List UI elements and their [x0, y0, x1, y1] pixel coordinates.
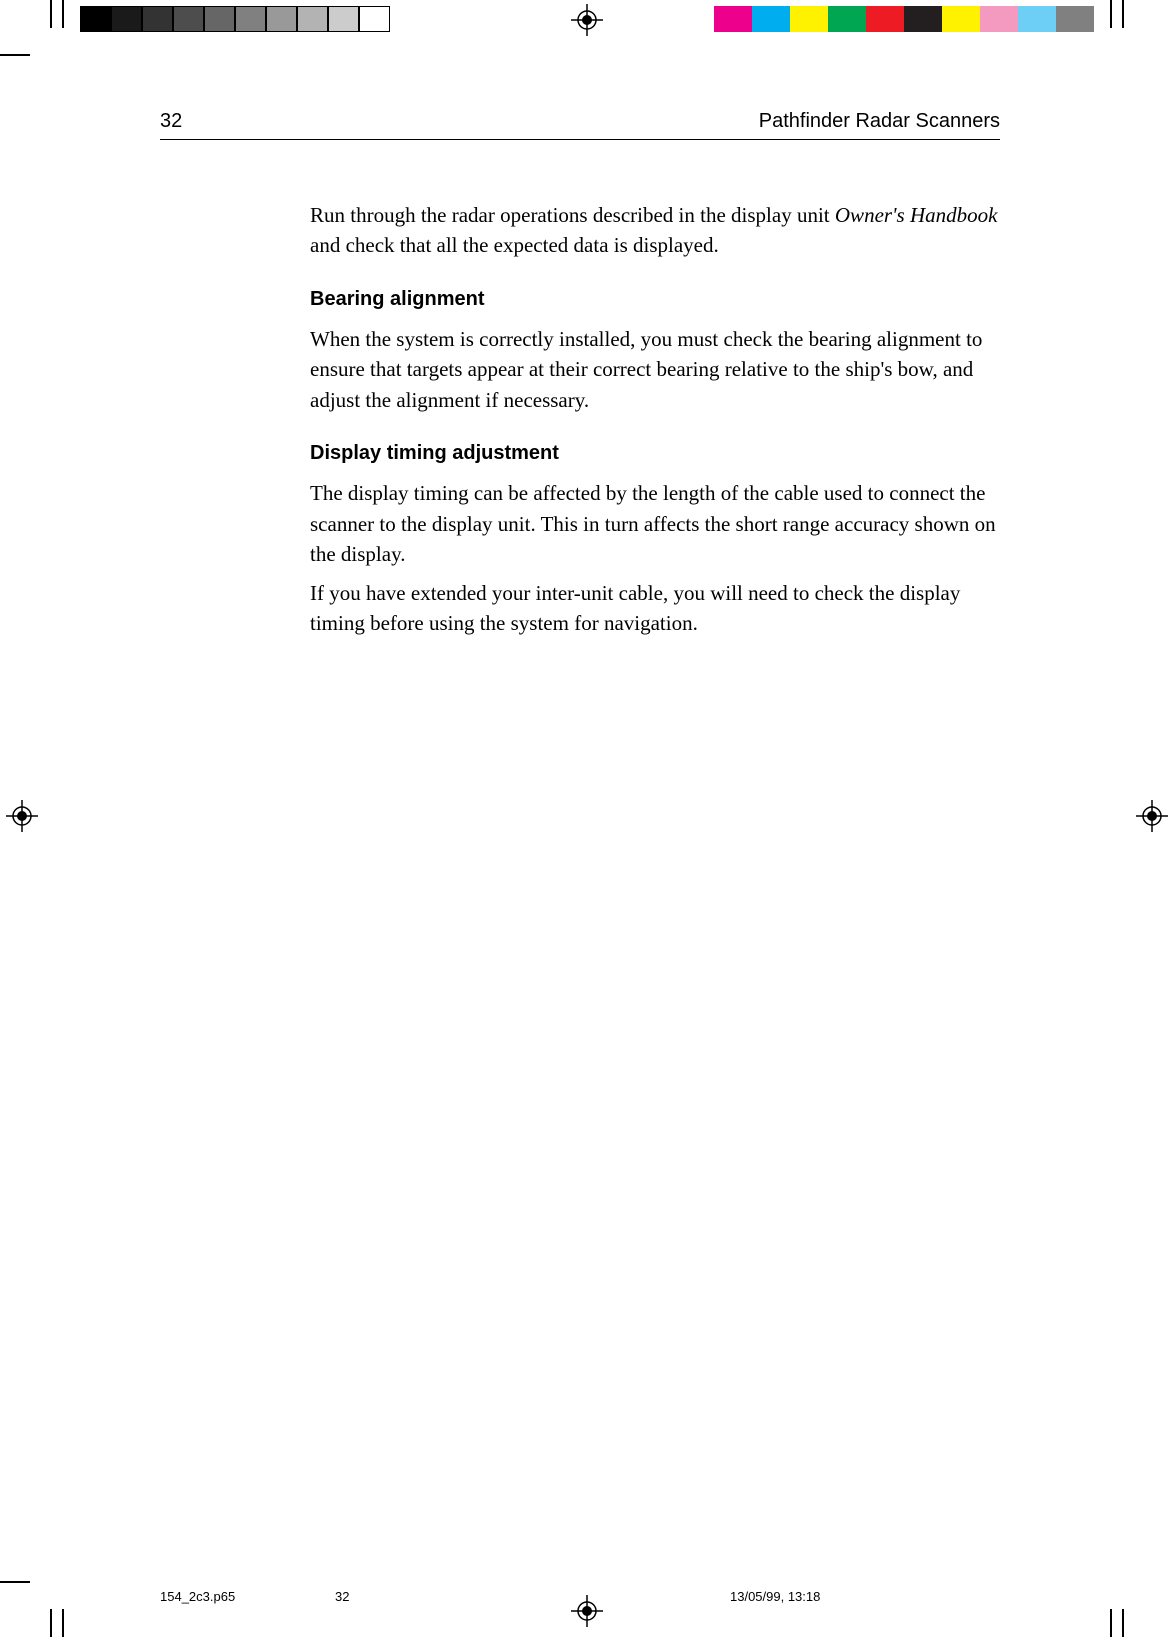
grayscale-swatch	[111, 6, 142, 32]
grayscale-swatch	[359, 6, 390, 32]
grayscale-calibration-bar	[80, 6, 390, 32]
crop-mark	[1122, 1609, 1124, 1637]
intro-italic: Owner's Handbook	[835, 203, 998, 227]
body-content: Run through the radar operations describ…	[310, 200, 1000, 638]
crop-mark	[62, 0, 64, 28]
document-title: Pathfinder Radar Scanners	[759, 110, 1000, 133]
color-swatch	[752, 6, 790, 32]
registration-target-icon	[571, 1595, 603, 1627]
intro-paragraph: Run through the radar operations describ…	[310, 200, 1000, 261]
crop-mark	[0, 1581, 30, 1583]
crop-mark	[1110, 1609, 1112, 1637]
crop-mark	[0, 54, 30, 56]
intro-text-2: and check that all the expected data is …	[310, 233, 719, 257]
grayscale-swatch	[173, 6, 204, 32]
section-body-timing-1: The display timing can be affected by th…	[310, 478, 1000, 569]
color-swatch	[828, 6, 866, 32]
crop-mark	[50, 1609, 52, 1637]
page-number: 32	[160, 110, 182, 133]
crop-mark	[1122, 0, 1124, 28]
color-swatch	[942, 6, 980, 32]
color-swatch	[866, 6, 904, 32]
grayscale-swatch	[142, 6, 173, 32]
footer-datetime: 13/05/99, 13:18	[730, 1589, 820, 1604]
crop-mark	[50, 0, 52, 28]
section-body-bearing: When the system is correctly installed, …	[310, 324, 1000, 415]
page-content-area: 32 Pathfinder Radar Scanners Run through…	[160, 110, 1000, 646]
color-swatch	[1056, 6, 1094, 32]
section-heading-bearing: Bearing alignment	[310, 285, 1000, 314]
grayscale-swatch	[297, 6, 328, 32]
color-swatch	[980, 6, 1018, 32]
color-swatch	[714, 6, 752, 32]
grayscale-swatch	[80, 6, 111, 32]
footer-filename: 154_2c3.p65	[160, 1589, 235, 1604]
footer-page-number: 32	[335, 1589, 349, 1604]
section-body-timing-2: If you have extended your inter-unit cab…	[310, 578, 1000, 639]
grayscale-swatch	[235, 6, 266, 32]
color-swatch	[1018, 6, 1056, 32]
grayscale-swatch	[328, 6, 359, 32]
section-heading-timing: Display timing adjustment	[310, 439, 1000, 468]
grayscale-swatch	[266, 6, 297, 32]
registration-target-icon	[571, 4, 603, 36]
color-calibration-bar	[714, 6, 1094, 32]
color-swatch	[790, 6, 828, 32]
crop-mark	[1110, 0, 1112, 28]
grayscale-swatch	[204, 6, 235, 32]
intro-text-1: Run through the radar operations describ…	[310, 203, 835, 227]
crop-mark	[62, 1609, 64, 1637]
color-swatch	[904, 6, 942, 32]
page-header: 32 Pathfinder Radar Scanners	[160, 110, 1000, 140]
registration-target-icon	[1136, 800, 1168, 832]
registration-target-icon	[6, 800, 38, 832]
